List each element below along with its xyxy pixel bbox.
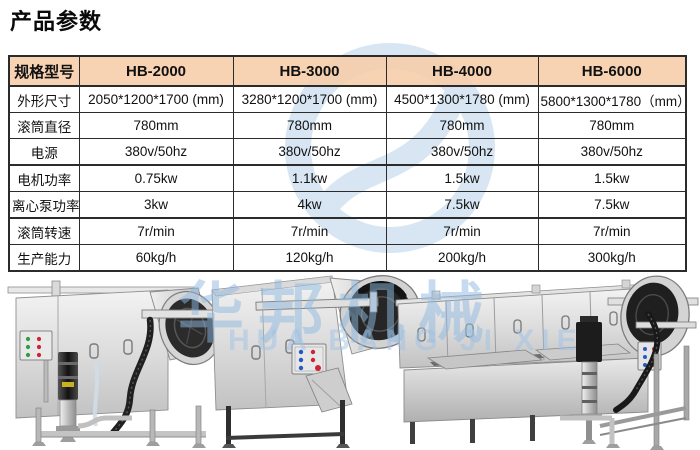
table-cell: 2050*1200*1700 (mm) <box>78 85 234 113</box>
table-row: 电机功率 0.75kw 1.1kw 1.5kw 1.5kw <box>8 164 687 192</box>
table-cell: 0.75kw <box>78 164 234 192</box>
table-cell: 7r/min <box>78 217 234 245</box>
row-label: 外形尺寸 <box>8 85 80 113</box>
row-label: 离心泵功率 <box>8 191 80 219</box>
column-header: HB-2000 <box>78 55 234 87</box>
table-cell: 380v/50hz <box>385 138 539 166</box>
table-cell: 4500*1300*1780 (mm) <box>385 85 539 113</box>
table-cell: 3kw <box>78 191 234 219</box>
row-label: 电机功率 <box>8 164 80 192</box>
table-cell: 7.5kw <box>385 191 539 219</box>
table-header-row: 规格型号 HB-2000 HB-3000 HB-4000 HB-6000 <box>8 55 687 87</box>
row-label: 生产能力 <box>8 244 80 272</box>
table-row: 电源 380v/50hz 380v/50hz 380v/50hz 380v/50… <box>8 138 687 166</box>
table-cell: 60kg/h <box>78 244 234 272</box>
product-photo: 华邦机械 HUA BANG JI XIE <box>0 258 700 450</box>
table-cell: 5800*1300*1780（mm） <box>537 85 687 113</box>
table-cell: 380v/50hz <box>232 138 387 166</box>
table-cell: 7.5kw <box>537 191 687 219</box>
row-label: 滚筒直径 <box>8 112 80 139</box>
column-header: HB-6000 <box>537 55 687 87</box>
table-cell: 7r/min <box>385 217 539 245</box>
machine-middle <box>211 275 421 448</box>
drain-hose-right <box>613 311 661 413</box>
table-cell: 1.5kw <box>385 164 539 192</box>
table-cell: 4kw <box>232 191 387 219</box>
control-panel-middle <box>291 343 327 375</box>
column-header: 规格型号 <box>8 55 80 87</box>
machines-illustration <box>7 275 699 450</box>
page-title: 产品参数 <box>10 9 103 34</box>
table-row: 滚筒直径 780mm 780mm 780mm 780mm <box>8 112 687 139</box>
table-cell: 780mm <box>78 112 234 139</box>
row-label: 电源 <box>8 138 80 166</box>
table-cell: 7r/min <box>537 217 687 245</box>
pump-right <box>574 316 602 444</box>
table-cell: 780mm <box>232 112 387 139</box>
table-row: 外形尺寸 2050*1200*1700 (mm) 3280*1200*1700 … <box>8 85 687 113</box>
table-cell: 380v/50hz <box>78 138 234 166</box>
pump-left <box>56 352 80 442</box>
table-cell: 380v/50hz <box>537 138 687 166</box>
column-header: HB-4000 <box>385 55 539 87</box>
spec-table: 规格型号 HB-2000 HB-3000 HB-4000 HB-6000 外形尺… <box>8 55 687 272</box>
table-cell: 3280*1200*1700 (mm) <box>232 85 387 113</box>
table-row: 离心泵功率 3kw 4kw 7.5kw 7.5kw <box>8 191 687 219</box>
table-cell: 780mm <box>385 112 539 139</box>
table-cell: 1.1kw <box>232 164 387 192</box>
column-header: HB-3000 <box>232 55 387 87</box>
table-cell: 7r/min <box>232 217 387 245</box>
table-cell: 300kg/h <box>537 244 687 272</box>
machine-left <box>7 280 253 448</box>
table-cell: 780mm <box>537 112 687 139</box>
table-cell: 1.5kw <box>537 164 687 192</box>
table-row: 滚筒转速 7r/min 7r/min 7r/min 7r/min <box>8 217 687 245</box>
control-panel-left <box>19 330 53 403</box>
row-label: 滚筒转速 <box>8 217 80 245</box>
machine-right <box>395 275 699 450</box>
